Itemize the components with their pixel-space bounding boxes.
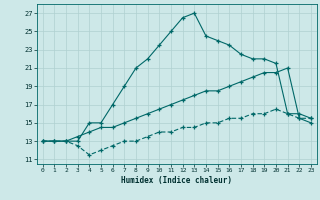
X-axis label: Humidex (Indice chaleur): Humidex (Indice chaleur): [121, 176, 232, 185]
